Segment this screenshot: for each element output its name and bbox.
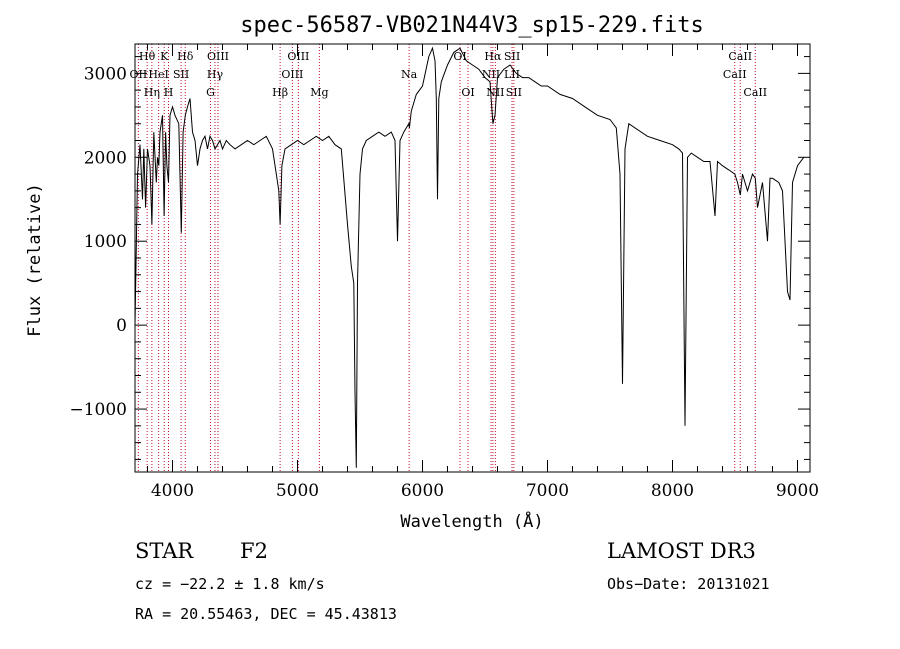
spectral-line-label: NII bbox=[486, 86, 504, 99]
x-tick-label: 5000 bbox=[276, 481, 319, 501]
spectral-line-label: OIII bbox=[281, 68, 303, 81]
spectral-line-label: SII bbox=[504, 50, 520, 63]
spectral-line-label: SII bbox=[173, 68, 189, 81]
object-class: STAR bbox=[135, 539, 194, 563]
spectral-line-label: CaII bbox=[743, 86, 767, 99]
x-tick-label: 7000 bbox=[526, 481, 569, 501]
spectral-line-markers bbox=[137, 44, 756, 472]
spectral-line-label: Hη bbox=[144, 86, 160, 99]
redshift-text: cz = −22.2 ± 1.8 km/s bbox=[135, 575, 325, 593]
x-tick-label: 4000 bbox=[151, 481, 194, 501]
spectral-line-label: SII bbox=[506, 86, 522, 99]
object-subclass: F2 bbox=[240, 539, 268, 563]
y-tick-label: −1000 bbox=[69, 400, 127, 420]
spectral-line-label: Hδ bbox=[177, 50, 194, 63]
x-tick-label: 6000 bbox=[401, 481, 444, 501]
y-tick-label: 2000 bbox=[84, 148, 127, 168]
coordinates: RA = 20.55463, DEC = 45.43813 bbox=[135, 605, 397, 623]
spectral-line-label: H bbox=[164, 86, 174, 99]
spectral-line-label: CaII bbox=[723, 68, 747, 81]
spectral-line-label: CaII bbox=[728, 50, 752, 63]
spectral-line-label: OII bbox=[130, 68, 148, 81]
spectral-line-label: Hβ bbox=[272, 86, 288, 99]
y-axis-label: Flux (relative) bbox=[25, 183, 45, 337]
spectral-line-label: OI bbox=[453, 50, 466, 63]
chart-title: spec-56587-VB021N44V3_sp15-229.fits bbox=[240, 13, 704, 38]
spectral-line-label: NII bbox=[482, 68, 500, 81]
spectral-line-label: OIII bbox=[207, 50, 229, 63]
spectral-line-label: Hθ bbox=[139, 50, 156, 63]
spectral-line-label: OIII bbox=[287, 50, 309, 63]
survey-name: LAMOST DR3 bbox=[607, 539, 756, 563]
spectral-line-label: LII bbox=[504, 68, 520, 81]
x-tick-label: 8000 bbox=[651, 481, 694, 501]
x-axis-ticks: 4000 5000 6000 7000 8000 9000 bbox=[147, 44, 819, 501]
y-tick-label: 1000 bbox=[84, 232, 127, 252]
y-tick-label: 0 bbox=[116, 316, 127, 336]
y-axis-ticks: −1000 0 1000 2000 3000 bbox=[69, 56, 810, 460]
x-tick-label: 9000 bbox=[776, 481, 819, 501]
y-tick-label: 3000 bbox=[84, 64, 127, 84]
plot-frame bbox=[134, 43, 811, 473]
obs-date: Obs−Date: 20131021 bbox=[607, 575, 770, 593]
spectral-line-label: Hα bbox=[484, 50, 502, 63]
x-axis-label: Wavelength (Å) bbox=[400, 510, 543, 532]
spectral-line-label: Mg bbox=[310, 86, 328, 99]
spectral-line-label: OI bbox=[461, 86, 474, 99]
spectral-line-label: Na bbox=[401, 68, 418, 81]
spectral-line-label: HeI bbox=[148, 68, 168, 81]
spectral-line-label: K bbox=[160, 50, 169, 63]
spectral-line-label: Hγ bbox=[207, 68, 224, 81]
spectral-line-label: G bbox=[206, 86, 215, 99]
spectrum-series-line bbox=[134, 46, 805, 468]
